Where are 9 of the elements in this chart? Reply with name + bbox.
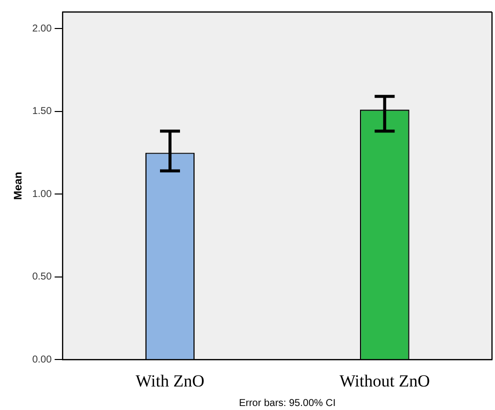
x-tick-label: With ZnO (136, 371, 204, 390)
y-tick-label: 1.00 (32, 188, 52, 200)
y-axis-title: Mean (12, 171, 25, 200)
text: Error bars: 95.00% CI (238, 398, 336, 409)
y-tick-label: 2.00 (32, 23, 52, 34)
y-tick-label: 0.50 (32, 272, 52, 283)
y-tick-label: 0.00 (32, 354, 52, 366)
y-tick-label: 1.50 (32, 106, 52, 118)
x-tick-label: Without ZnO (339, 371, 430, 390)
